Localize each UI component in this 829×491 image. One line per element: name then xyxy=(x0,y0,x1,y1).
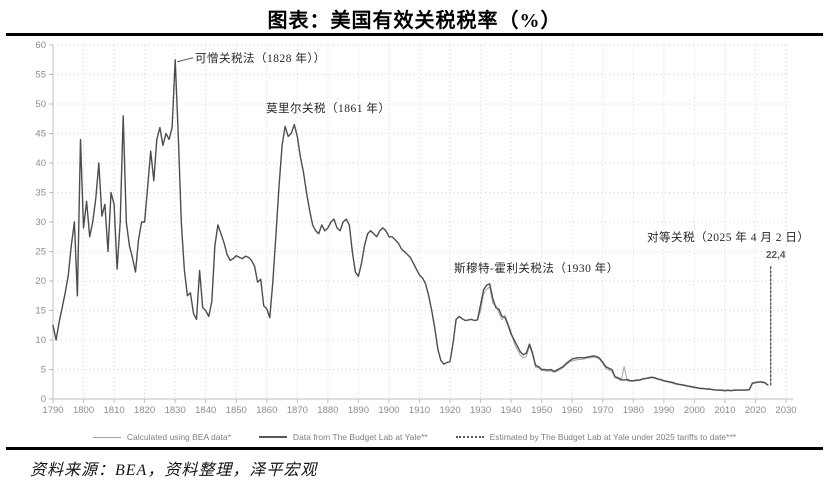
svg-text:5: 5 xyxy=(41,365,46,376)
svg-text:2020: 2020 xyxy=(745,405,766,416)
legend-label: Data from The Budget Lab at Yale** xyxy=(292,432,428,442)
svg-text:1980: 1980 xyxy=(623,405,644,416)
annotation-tariff-of-abominations: 可憎关税法（1828 年）） xyxy=(195,53,326,65)
svg-text:1900: 1900 xyxy=(378,405,399,416)
top-divider xyxy=(6,33,823,36)
svg-text:1960: 1960 xyxy=(562,405,583,416)
svg-text:1970: 1970 xyxy=(592,405,613,416)
svg-text:55: 55 xyxy=(35,70,46,81)
svg-text:35: 35 xyxy=(35,188,46,199)
svg-text:2030: 2030 xyxy=(775,405,796,416)
svg-text:1950: 1950 xyxy=(531,405,552,416)
bottom-divider xyxy=(6,447,823,450)
svg-text:2010: 2010 xyxy=(714,405,735,416)
svg-text:60: 60 xyxy=(35,40,46,51)
svg-text:1940: 1940 xyxy=(501,405,522,416)
svg-text:50: 50 xyxy=(35,99,46,110)
annotation-morrill-tariff: 莫里尔关税（1861 年） xyxy=(266,103,391,115)
svg-text:20: 20 xyxy=(35,276,46,287)
svg-text:1930: 1930 xyxy=(470,405,491,416)
svg-text:1810: 1810 xyxy=(104,405,125,416)
svg-text:1850: 1850 xyxy=(226,405,247,416)
svg-text:25: 25 xyxy=(35,247,46,258)
svg-text:1910: 1910 xyxy=(409,405,430,416)
svg-text:30: 30 xyxy=(35,217,46,228)
legend-item-budget-lab: Data from The Budget Lab at Yale** xyxy=(258,432,428,442)
legend-item-bea: Calculated using BEA data* xyxy=(92,432,231,442)
legend-label: Estimated by The Budget Lab at Yale unde… xyxy=(489,432,737,442)
svg-text:2000: 2000 xyxy=(684,405,705,416)
svg-text:1830: 1830 xyxy=(165,405,186,416)
svg-text:1800: 1800 xyxy=(73,405,94,416)
annotation-reciprocal-tariff: 对等关税（2025 年 4 月 2 日） xyxy=(647,232,810,244)
gray-line-swatch-icon xyxy=(92,436,121,438)
svg-text:1860: 1860 xyxy=(256,405,277,416)
svg-text:1990: 1990 xyxy=(653,405,674,416)
legend-label: Calculated using BEA data* xyxy=(126,432,231,442)
page-title: 图表：美国有效关税税率（%） xyxy=(267,10,562,32)
svg-text:40: 40 xyxy=(35,158,46,169)
data-point-label-22-4: 22,4 xyxy=(766,250,786,261)
svg-text:1870: 1870 xyxy=(287,405,308,416)
chart-legend: Calculated using BEA data* Data from The… xyxy=(0,432,829,442)
svg-text:45: 45 xyxy=(35,129,46,140)
legend-item-estimate: Estimated by The Budget Lab at Yale unde… xyxy=(455,432,737,442)
annotation-smoot-hawley: 斯穆特-霍利关税法（1930 年） xyxy=(454,263,619,275)
svg-text:1790: 1790 xyxy=(42,405,63,416)
dark-line-swatch-icon xyxy=(258,436,287,438)
svg-text:1920: 1920 xyxy=(439,405,460,416)
dotted-line-swatch-icon xyxy=(455,436,484,438)
svg-text:1840: 1840 xyxy=(195,405,216,416)
svg-text:1820: 1820 xyxy=(134,405,155,416)
svg-text:0: 0 xyxy=(41,394,46,405)
source-note: 资料来源：BEA，资料整理，泽平宏观 xyxy=(30,462,318,479)
svg-text:1880: 1880 xyxy=(317,405,338,416)
svg-text:10: 10 xyxy=(35,335,46,346)
svg-text:1890: 1890 xyxy=(348,405,369,416)
svg-text:15: 15 xyxy=(35,306,46,317)
